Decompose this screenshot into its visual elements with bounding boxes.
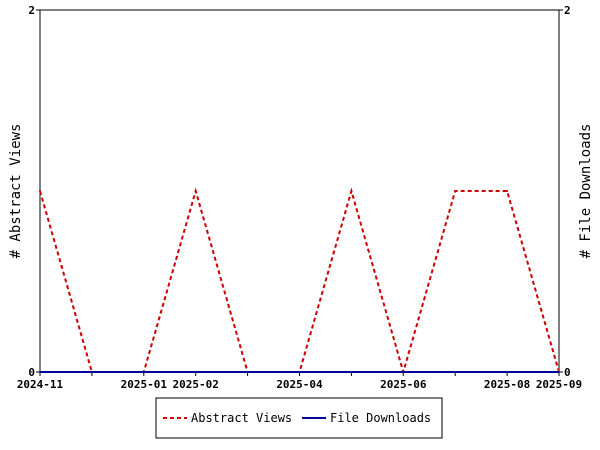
x-tick-label: 2025-09	[536, 378, 582, 391]
legend: Abstract Views File Downloads	[155, 397, 443, 439]
legend-box	[155, 397, 443, 439]
legend-label: File Downloads	[330, 411, 431, 425]
data-point	[506, 190, 509, 192]
x-tick-label: 2025-08	[484, 378, 530, 391]
data-point	[246, 371, 249, 373]
data-point	[402, 371, 405, 373]
y-tick-label-left: 2	[28, 4, 35, 17]
data-point	[350, 190, 353, 192]
y-tick-label-right: 0	[564, 366, 571, 379]
y-axis-left-label: # Abstract Views	[8, 124, 24, 259]
data-point	[298, 371, 301, 373]
data-point	[39, 190, 41, 192]
data-point	[558, 371, 560, 373]
data-point	[90, 371, 93, 373]
y-tick-label-left: 0	[28, 366, 35, 379]
data-point	[194, 190, 197, 192]
series-group	[39, 187, 560, 376]
data-point	[142, 371, 145, 373]
x-tick-label: 2025-01	[121, 378, 168, 391]
y-axis-right-label: # File Downloads	[578, 124, 594, 259]
data-point	[506, 371, 509, 373]
legend-label: Abstract Views	[191, 411, 292, 425]
x-tick-label: 2024-11	[17, 378, 64, 391]
data-point	[39, 371, 41, 373]
data-point	[350, 371, 353, 373]
x-axis: 2024-11 2025-01 2025-02 2025-04 2025-06 2025-…	[17, 372, 582, 391]
data-point	[454, 371, 457, 373]
data-point	[194, 371, 197, 373]
y-tick-label-right: 2	[564, 4, 571, 17]
x-tick-label: 2025-04	[276, 378, 323, 391]
data-point	[454, 190, 457, 192]
x-tick-label: 2025-06	[380, 378, 427, 391]
x-tick-label: 2025-02	[173, 378, 219, 391]
plot-area	[39, 9, 560, 373]
